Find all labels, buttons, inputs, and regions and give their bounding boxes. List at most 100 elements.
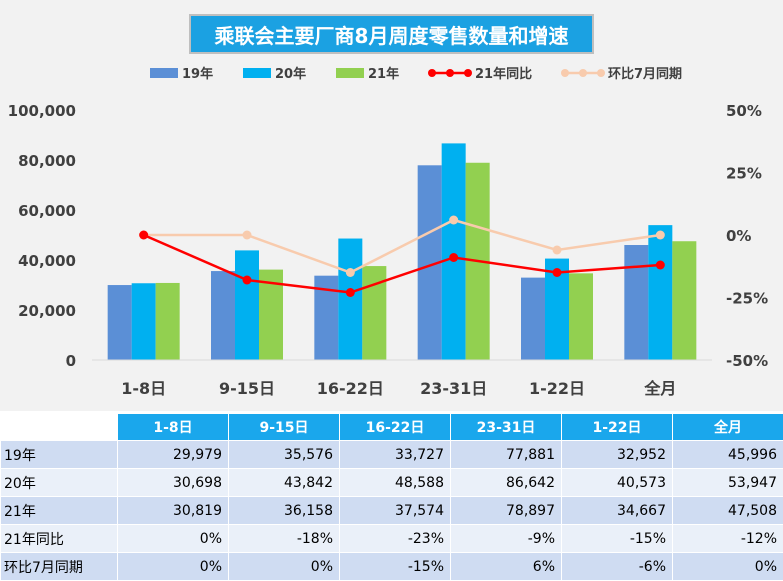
bar [235,250,259,360]
table-cell: -9% [450,524,562,553]
chart-svg: 100,000 80,000 60,000 40,000 20,000 0 50% 25% 0%… [8,66,768,398]
x-tick-label: 全月 [643,379,676,398]
column-header: 1-8日 [117,413,229,441]
table-corner [0,413,118,441]
bar [211,271,235,360]
legend-marker [464,69,472,77]
column-header: 全月 [672,413,783,441]
bar [338,238,363,360]
table-cell: 53,947 [672,468,783,497]
y-left-tick-label: 0 [66,352,76,370]
line-point [552,245,562,255]
row-label: 19年 [0,440,118,469]
legend-label: 19年 [182,66,213,82]
table-cell: 0% [117,552,229,581]
y-left-tick-label: 60,000 [18,202,76,220]
table-cell: 43,842 [228,468,340,497]
table-cell: 0% [228,552,340,581]
bar [648,225,673,360]
column-header: 9-15日 [228,413,340,441]
legend-label: 21年 [368,66,399,82]
x-tick-label: 1-8日 [121,379,166,398]
legend-label: 20年 [275,66,306,82]
table-cell: -15% [561,524,673,553]
table-row: 20年 30,698 43,842 48,588 86,642 40,573 5… [0,468,783,497]
table-cell: 78,897 [450,496,562,525]
line-point [449,253,459,262]
row-label: 21年同比 [0,524,118,553]
table-cell: 30,819 [117,496,229,525]
y-right-tick-label: 50% [726,102,762,120]
chart-panel: 乘联会主要厂商8月周度零售数量和增速 100,000 80,000 60,000 40… [0,0,783,411]
y-left-tick-label: 40,000 [18,252,76,270]
y-left-tick-label: 20,000 [18,302,76,320]
legend-marker [597,69,605,77]
bar [155,282,180,360]
bar [672,241,697,360]
line-point [552,268,562,277]
table-row: 21年 30,819 36,158 37,574 78,897 34,667 4… [0,496,783,525]
legend-label: 环比7月同期 [608,66,682,82]
table-cell: 33,727 [339,440,451,469]
table-cell: -18% [228,524,340,553]
legend-marker [428,69,436,77]
line-point [655,230,665,240]
chart-title: 乘联会主要厂商8月周度零售数量和增速 [189,14,594,54]
legend-marker [446,69,454,77]
x-tick-label: 9-15日 [219,379,275,398]
bar [441,143,466,360]
x-tick-label: 23-31日 [420,379,487,398]
y-right-tick-label: 0% [726,227,751,245]
table-cell: 40,573 [561,468,673,497]
table-cell: 35,576 [228,440,340,469]
legend-swatch [336,68,364,78]
line-point [345,268,355,277]
line-point [655,260,665,270]
table-cell: 45,996 [672,440,783,469]
table-cell: 48,588 [339,468,451,497]
table-cell: 30,698 [117,468,229,497]
table-cell: 32,952 [561,440,673,469]
bar [362,266,387,360]
table-cell: -12% [672,524,783,553]
bar [131,283,156,360]
legend-swatch [150,68,178,78]
legend-label: 21年同比 [475,66,532,82]
x-tick-label: 16-22日 [317,379,384,398]
table-row: 环比7月同期 0% 0% -15% 6% -6% 0% [0,552,783,581]
bar [624,245,649,360]
column-header: 1-22日 [561,413,673,441]
table-cell: 34,667 [561,496,673,525]
table-cell: 37,574 [339,496,451,525]
table-cell: 47,508 [672,496,783,525]
table-cell: 77,881 [450,440,562,469]
table-cell: -6% [561,552,673,581]
row-label: 21年 [0,496,118,525]
table-cell: 0% [117,524,229,553]
line-point [345,288,355,297]
series-line [143,218,661,274]
line-point [449,215,459,225]
table-header-row: 1-8日 9-15日 16-22日 23-31日 1-22日 全月 [0,413,783,441]
table-cell: 86,642 [450,468,562,497]
data-table: 1-8日 9-15日 16-22日 23-31日 1-22日 全月 19年 29… [0,413,783,581]
line-point [242,230,252,240]
legend-marker [579,69,587,77]
column-header: 23-31日 [450,413,562,441]
line-point [139,230,149,240]
table-cell: 0% [672,552,783,581]
table-cell: 36,158 [228,496,340,525]
bar [569,273,593,360]
column-header: 16-22日 [339,413,451,441]
line-point [242,275,252,285]
table-row: 19年 29,979 35,576 33,727 77,881 32,952 4… [0,440,783,469]
table-cell: -23% [339,524,451,553]
y-right-tick-label: -25% [726,290,768,308]
row-label: 20年 [0,468,118,497]
y-right-tick-label: -50% [726,352,768,370]
table-cell: 29,979 [117,440,229,469]
bar [521,277,545,360]
x-tick-label: 1-22日 [529,379,585,398]
table-row: 21年同比 0% -18% -23% -9% -15% -12% [0,524,783,553]
series-line [143,233,661,294]
